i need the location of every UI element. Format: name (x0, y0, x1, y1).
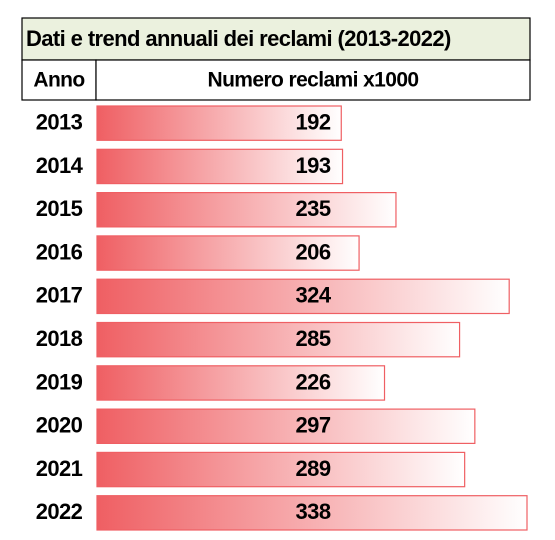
title-cell (21, 17, 531, 61)
year-label: 2015 (36, 196, 83, 221)
year-label: 2018 (36, 326, 83, 351)
value-label: 338 (296, 499, 331, 524)
title: Dati e trend annuali dei reclami (2013-2… (26, 26, 451, 51)
value-label: 285 (296, 326, 331, 351)
header-cell (95, 59, 531, 101)
year-label: 2020 (36, 413, 83, 438)
year-label: 2017 (36, 283, 83, 308)
bar (96, 408, 476, 445)
value-label: 235 (296, 196, 331, 221)
year-label: 2022 (36, 499, 83, 524)
value-label: 206 (296, 239, 331, 264)
value-label: 192 (296, 109, 331, 134)
bar (96, 495, 528, 531)
bar (96, 192, 397, 228)
year-label: 2013 (36, 109, 83, 134)
year-label: 2014 (36, 153, 84, 178)
value-label: 226 (296, 369, 331, 394)
year-label: 2019 (36, 369, 83, 394)
bar (96, 321, 461, 358)
column-header: Anno (33, 69, 84, 92)
bar (96, 451, 466, 488)
year-label: 2016 (36, 239, 83, 264)
value-label: 297 (296, 413, 331, 438)
bar (96, 235, 360, 271)
bar (96, 365, 386, 401)
bar (96, 278, 510, 315)
value-label: 324 (296, 283, 332, 308)
column-header: Numero reclami x1000 (208, 69, 419, 92)
value-label: 193 (296, 153, 331, 178)
bar (96, 148, 344, 185)
value-label: 289 (296, 456, 331, 481)
bar (96, 105, 342, 141)
header-cell (21, 59, 97, 101)
year-label: 2021 (36, 456, 83, 481)
